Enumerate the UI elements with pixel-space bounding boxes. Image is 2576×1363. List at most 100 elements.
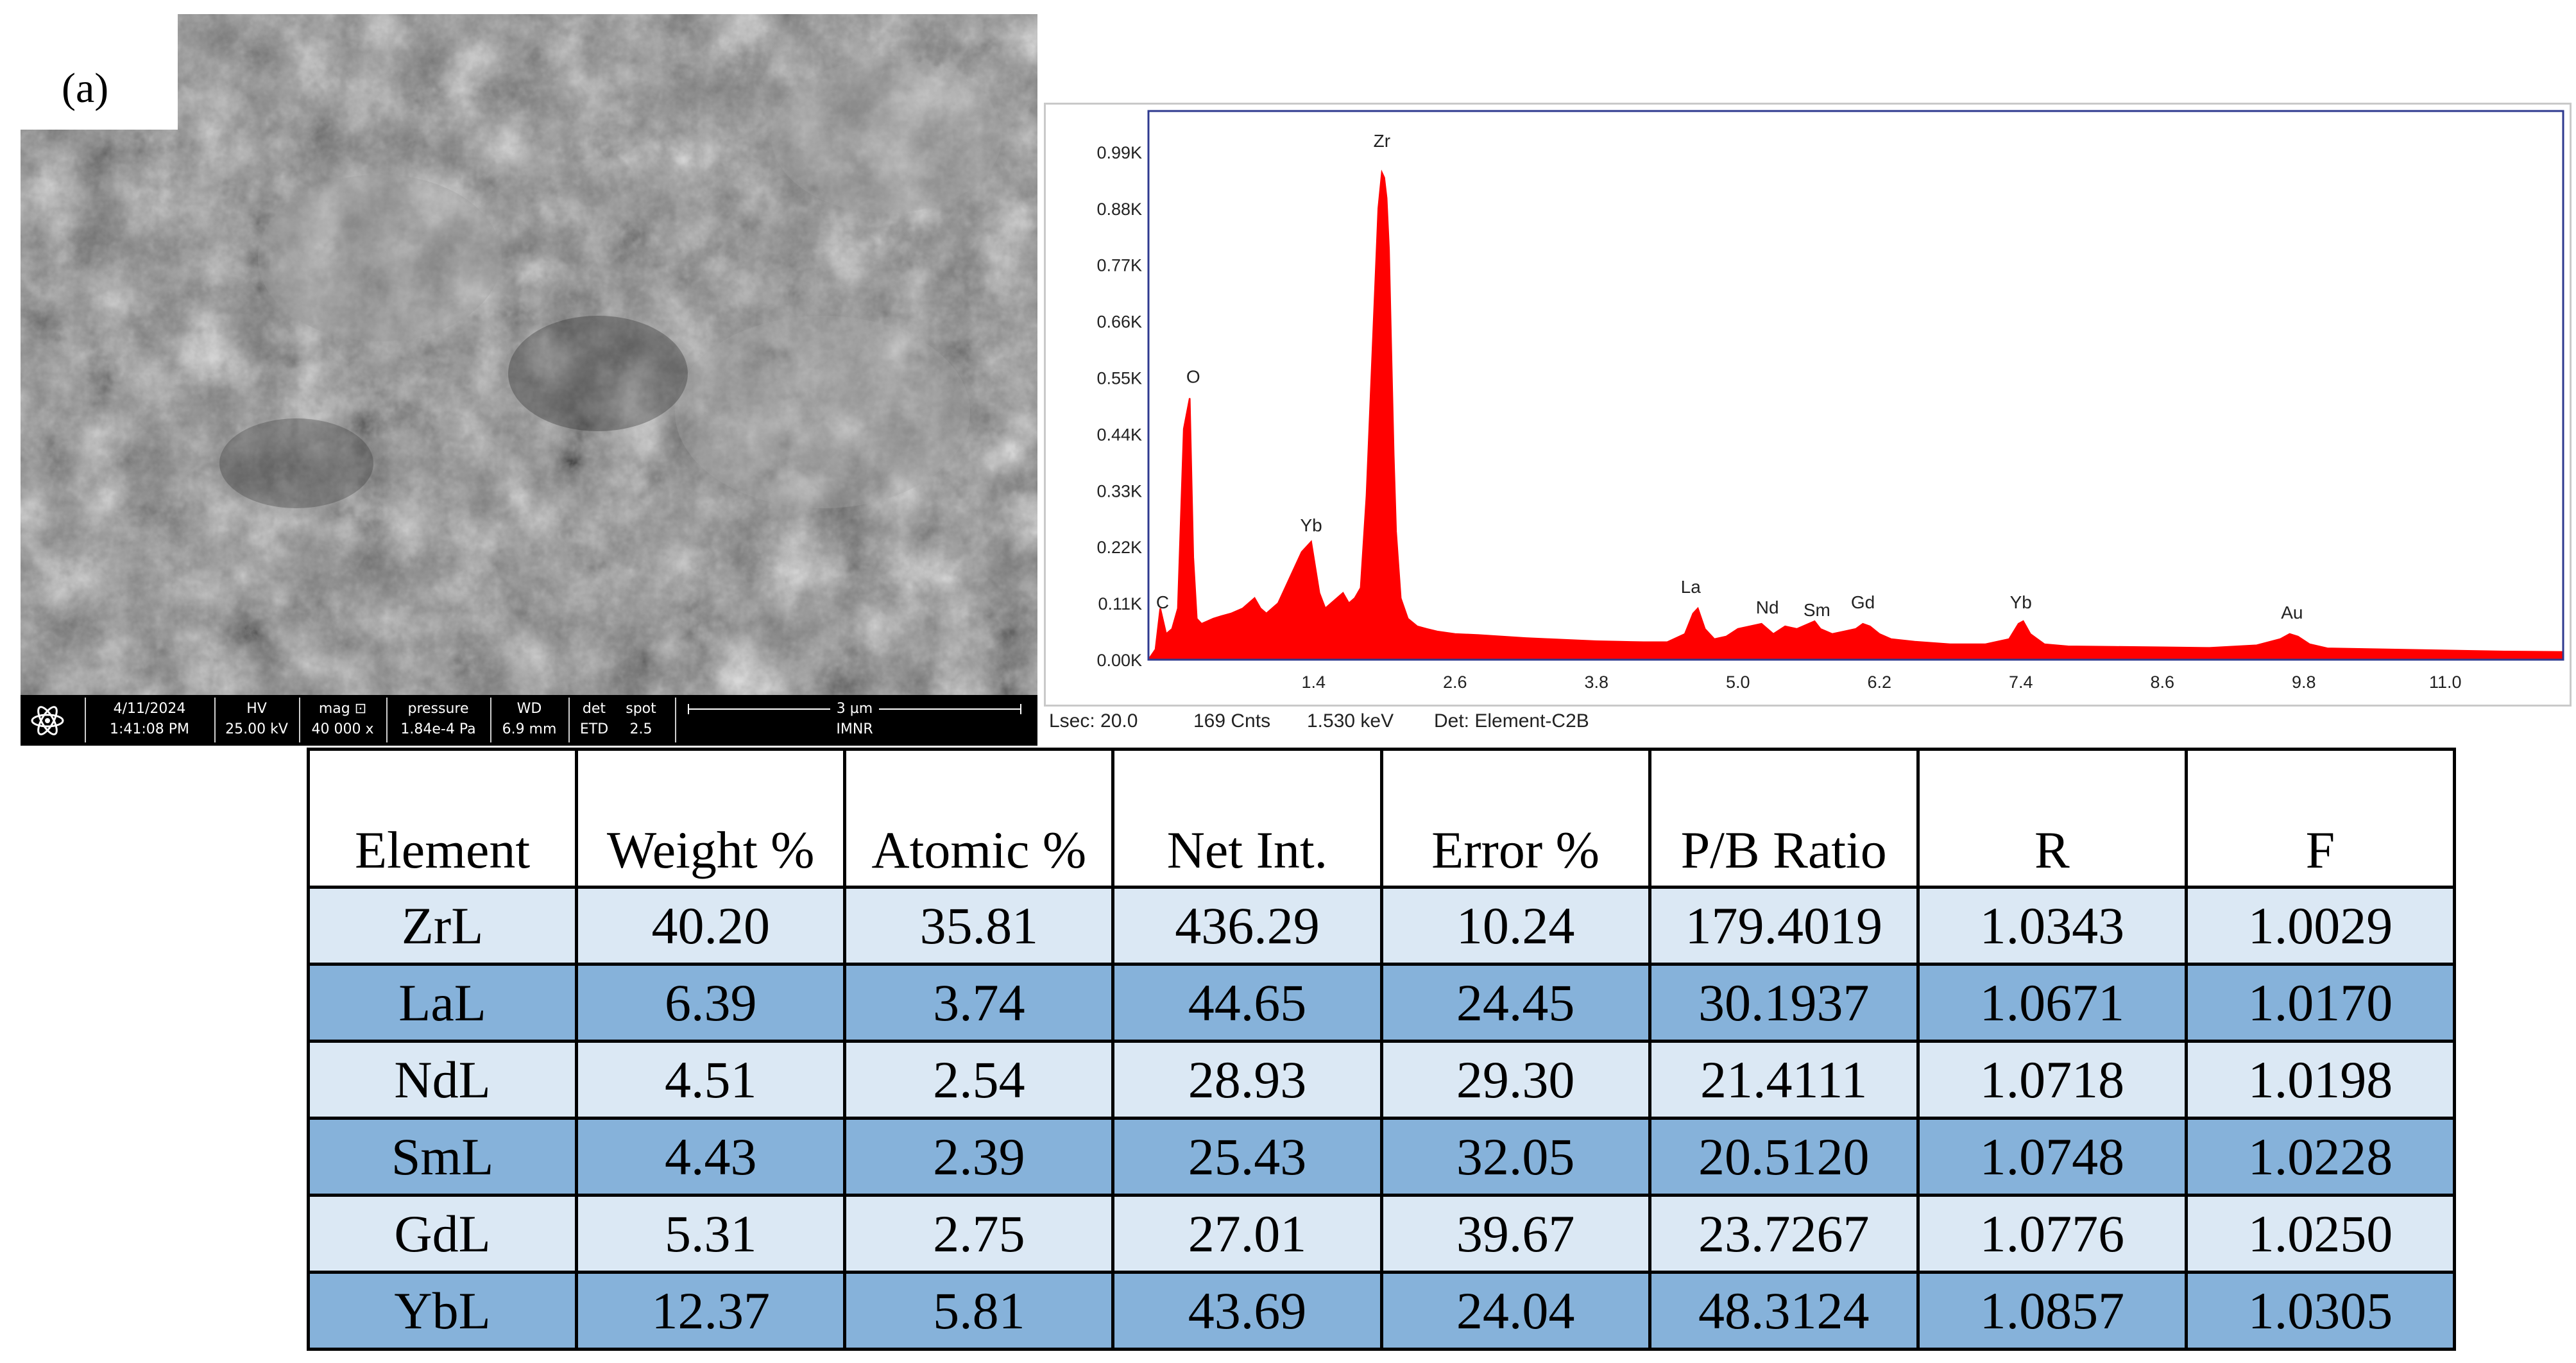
y-tick-label: 0.99K [1096,143,1142,162]
databar-date: 4/11/2024 [113,701,186,717]
fei-logo-icon [31,706,64,735]
table-cell: 24.04 [1379,1271,1651,1351]
databar-separator [490,698,491,742]
databar-separator [85,698,86,742]
table-cell: 27.01 [1111,1194,1383,1274]
table-cell: 1.0718 [1916,1040,2188,1120]
peak-label: Zr [1374,131,1390,151]
table-cell: GdL [306,1194,579,1274]
peak-label: Yb [2010,592,2032,612]
footer-detector: Det: Element-C2B [1434,710,1589,732]
table-cell: 1.0228 [2184,1117,2457,1197]
composition-table-wrapper: Element Weight % Atomic % Net Int. Error… [306,748,2457,1351]
table-cell: 1.0305 [2184,1271,2457,1351]
column-header: F [2184,748,2457,889]
table-cell: 4.43 [575,1117,847,1197]
x-tick-label: 9.8 [2292,673,2316,692]
footer-counts: 169 Cnts [1193,710,1271,732]
table-cell: 2.75 [843,1194,1115,1274]
table-cell: 5.31 [575,1194,847,1274]
sem-micrograph: (a) [21,14,1037,746]
databar-hv: HV 25.00 kV [216,699,298,740]
table-row: NdL 4.51 2.54 28.93 29.30 21.4111 1.0718… [306,1040,2457,1120]
footer-kev: 1.530 keV [1307,710,1394,732]
x-axis-ticks: 1.4 2.6 3.8 5.0 6.2 7.4 8.6 9.8 11.0 [1301,673,2461,692]
table-row: SmL 4.43 2.39 25.43 32.05 20.5120 1.0748… [306,1117,2457,1197]
peak-label: Gd [1851,592,1875,612]
databar-wd-value: 6.9 mm [502,721,557,737]
table-cell: 32.05 [1379,1117,1651,1197]
y-axis-ticks: 0.00K 0.11K 0.22K 0.33K 0.44K 0.55K 0.66K 0.77K… [1096,143,1142,670]
table-cell: LaL [306,963,579,1043]
table-cell: NdL [306,1040,579,1120]
table-row: YbL 12.37 5.81 43.69 24.04 48.3124 1.085… [306,1271,2457,1351]
sem-particle [675,316,970,508]
table-cell: 5.81 [843,1271,1115,1351]
x-tick-label: 8.6 [2150,673,2174,692]
databar-hv-label: HV [246,701,267,717]
table-row: ZrL 40.20 35.81 436.29 10.24 179.4019 1.… [306,886,2457,966]
x-tick-label: 7.4 [2009,673,2033,692]
table-header-row: Element Weight % Atomic % Net Int. Error… [306,748,2457,889]
scale-bar-tick [1020,704,1021,714]
table-cell: 1.0029 [2184,886,2457,966]
databar-spot-value: 2.5 [629,721,653,737]
databar-mag: mag ⊡ 40 000 x [300,699,385,740]
composition-table: Element Weight % Atomic % Net Int. Error… [306,748,2457,1351]
databar-wd: WD 6.9 mm [491,699,567,740]
x-tick-label: 3.8 [1584,673,1608,692]
table-cell: 1.0671 [1916,963,2188,1043]
x-tick-label: 2.6 [1443,673,1467,692]
table-cell: 35.81 [843,886,1115,966]
databar-hv-value: 25.00 kV [225,721,288,737]
table-cell: 24.45 [1379,963,1651,1043]
footer-lsec: Lsec: 20.0 [1049,710,1138,732]
databar-wd-label: WD [516,701,542,717]
peak-label: Nd [1756,597,1779,617]
table-cell: 436.29 [1111,886,1383,966]
spectrum-line [1147,169,2564,660]
column-header: Element [306,748,579,889]
x-tick-label: 5.0 [1726,673,1750,692]
table-cell: YbL [306,1271,579,1351]
table-cell: 25.43 [1111,1117,1383,1197]
y-tick-label: 0.44K [1096,425,1142,444]
table-cell: 1.0250 [2184,1194,2457,1274]
databar-det-value: ETD [579,721,609,737]
x-tick-label: 6.2 [1867,673,1891,692]
peak-label: Yb [1300,515,1322,535]
sem-image-texture [21,14,1037,746]
y-tick-label: 0.11K [1098,594,1142,613]
sem-particle [258,175,502,341]
y-tick-label: 0.22K [1096,538,1142,557]
databar-separator [214,698,216,742]
table-cell: 1.0343 [1916,886,2188,966]
databar-separator [568,698,570,742]
table-row: LaL 6.39 3.74 44.65 24.45 30.1937 1.0671… [306,963,2457,1043]
databar-mag-value: 40 000 x [311,721,374,737]
column-header: Weight % [575,748,847,889]
table-cell: 1.0170 [2184,963,2457,1043]
y-tick-label: 0.77K [1096,256,1142,275]
peak-label: Au [2281,603,2303,622]
table-cell: 48.3124 [1648,1271,1920,1351]
panel-label: (a) [62,65,109,112]
table-cell: 1.0857 [1916,1271,2188,1351]
column-header: R [1916,748,2188,889]
table-cell: 43.69 [1111,1271,1383,1351]
table-cell: 4.51 [575,1040,847,1120]
databar-separator [386,698,388,742]
x-tick-label: 1.4 [1301,673,1326,692]
databar-institution: IMNR [836,721,873,737]
table-cell: 28.93 [1111,1040,1383,1120]
databar-pressure-value: 1.84e-4 Pa [400,721,476,737]
table-cell: 23.7267 [1648,1194,1920,1274]
plot-frame [1147,110,2564,661]
table-cell: 2.54 [843,1040,1115,1120]
databar-datetime: 4/11/2024 1:41:08 PM [86,699,213,740]
table-cell: 1.0776 [1916,1194,2188,1274]
eds-spectrum-panel: 0.00K 0.11K 0.22K 0.33K 0.44K 0.55K 0.66K 0.77K… [1044,103,2572,707]
x-tick-label: 11.0 [2429,673,2462,692]
y-tick-label: 0.33K [1096,481,1142,501]
sem-particle [771,59,1002,213]
